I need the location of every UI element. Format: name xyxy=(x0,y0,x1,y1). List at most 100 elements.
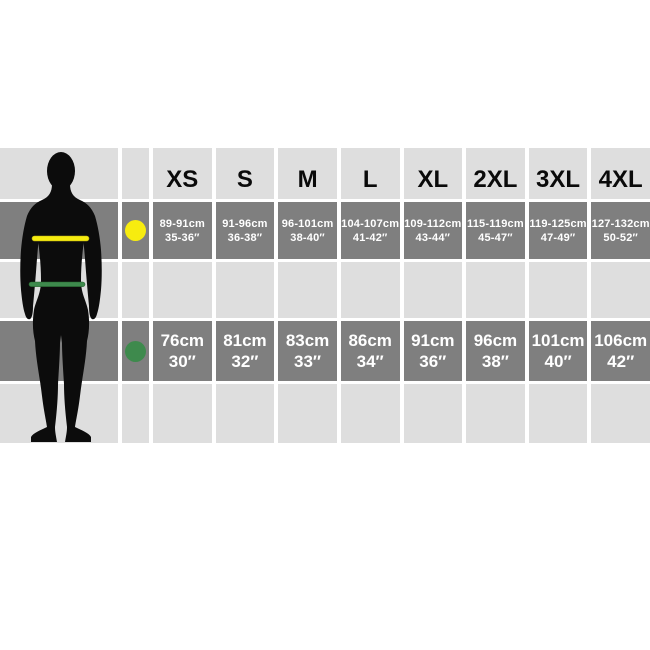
size-header-m: M xyxy=(278,148,337,199)
spacer-row xyxy=(0,262,650,318)
empty-cell xyxy=(466,262,525,318)
figure-background-band xyxy=(0,148,118,199)
cm-value: 91cm xyxy=(411,331,455,350)
in-value: 35-36″ xyxy=(165,231,200,244)
figure-background-band xyxy=(0,384,118,443)
size-header-xl: XL xyxy=(403,148,463,199)
size-label: XL xyxy=(417,166,449,193)
waist-cell-2xl: 96cm 38″ xyxy=(466,321,525,381)
figure-background-band xyxy=(0,321,118,381)
size-label: 3XL xyxy=(536,166,581,193)
size-header-l: L xyxy=(340,148,400,199)
empty-cell xyxy=(528,262,588,318)
in-value: 41-42″ xyxy=(352,231,388,244)
in-value: 45-47″ xyxy=(478,231,513,244)
waist-marker-cell xyxy=(122,321,149,381)
in-value: 34″ xyxy=(356,352,384,371)
figure-background-band xyxy=(0,262,118,318)
size-label: M xyxy=(297,166,318,193)
waist-cell-xl: 91cm 36″ xyxy=(403,321,463,381)
cm-value: 81cm xyxy=(223,331,267,350)
size-table: XS S M L XL 2XL 3XL 4XL 89-91cm 35-36″ 91-96cm 36-… xyxy=(0,148,650,443)
waist-cell-m: 83cm 33″ xyxy=(278,321,337,381)
empty-cell xyxy=(340,262,400,318)
in-value: 40″ xyxy=(544,352,572,371)
size-header-3xl: 3XL xyxy=(528,148,588,199)
measurement-value: 96-101cm 38-40″ xyxy=(282,217,334,245)
empty-cell xyxy=(215,384,275,443)
cm-value: 96-101cm xyxy=(281,217,334,230)
measurement-value: 119-125cm 47-49″ xyxy=(529,217,586,245)
header-row: XS S M L XL 2XL 3XL 4XL xyxy=(0,148,650,199)
empty-cell xyxy=(278,262,337,318)
measurement-value: 96cm 38″ xyxy=(474,330,517,372)
cm-value: 96cm xyxy=(473,331,518,350)
in-value: 38″ xyxy=(481,352,509,371)
chest-cell-4xl: 127-132cm 50-52″ xyxy=(591,202,650,259)
chest-cell-m: 96-101cm 38-40″ xyxy=(278,202,337,259)
cm-value: 83cm xyxy=(285,331,330,350)
chest-cell-s: 91-96cm 36-38″ xyxy=(215,202,275,259)
empty-cell xyxy=(591,262,650,318)
chest-cell-xl: 109-112cm 43-44″ xyxy=(403,202,463,259)
empty-cell xyxy=(466,384,525,443)
waist-cell-l: 86cm 34″ xyxy=(340,321,400,381)
cm-value: 91-96cm xyxy=(222,217,268,230)
measurement-value: 104-107cm 41-42″ xyxy=(341,217,399,245)
chest-cell-2xl: 115-119cm 45-47″ xyxy=(466,202,525,259)
cm-value: 115-119cm xyxy=(467,217,524,230)
marker-column-header-cell xyxy=(122,148,149,199)
cm-value: 106cm xyxy=(594,331,648,350)
cm-value: 89-91cm xyxy=(159,217,206,230)
empty-cell xyxy=(591,384,650,443)
in-value: 36″ xyxy=(419,352,447,371)
size-header-2xl: 2XL xyxy=(466,148,525,199)
measurement-value: 89-91cm 35-36″ xyxy=(160,217,205,245)
cm-value: 119-125cm xyxy=(529,217,587,230)
measurement-value: 76cm 30″ xyxy=(161,330,204,372)
cm-value: 101cm xyxy=(531,331,585,350)
empty-cell xyxy=(122,384,149,443)
waist-cell-4xl: 106cm 42″ xyxy=(591,321,650,381)
measurement-value: 106cm 42″ xyxy=(594,330,647,372)
cm-value: 109-112cm xyxy=(404,217,462,230)
chest-marker-dot xyxy=(125,220,146,241)
measurement-value: 83cm 33″ xyxy=(286,330,329,372)
size-label: 4XL xyxy=(598,166,643,193)
size-header-4xl: 4XL xyxy=(591,148,650,199)
cm-value: 104-107cm xyxy=(341,217,400,230)
chest-marker-cell xyxy=(122,202,149,259)
cm-value: 86cm xyxy=(348,331,392,350)
size-label: 2XL xyxy=(473,166,518,193)
measurement-value: 115-119cm 45-47″ xyxy=(467,217,524,245)
spacer-row xyxy=(0,384,650,443)
size-header-xs: XS xyxy=(153,148,212,199)
empty-cell xyxy=(278,384,337,443)
measurement-value: 91cm 36″ xyxy=(411,330,454,372)
cm-value: 76cm xyxy=(160,331,205,350)
chest-measurement-row: 89-91cm 35-36″ 91-96cm 36-38″ 96-101cm 38-40″… xyxy=(0,202,650,259)
empty-cell xyxy=(153,262,212,318)
in-value: 38-40″ xyxy=(290,231,325,244)
waist-cell-s: 81cm 32″ xyxy=(215,321,275,381)
measurement-value: 101cm 40″ xyxy=(532,330,585,372)
measurement-value: 81cm 32″ xyxy=(223,330,266,372)
size-label: XS xyxy=(166,166,199,193)
waist-cell-xs: 76cm 30″ xyxy=(153,321,212,381)
measurement-value: 86cm 34″ xyxy=(348,330,391,372)
chest-cell-3xl: 119-125cm 47-49″ xyxy=(528,202,588,259)
size-header-s: S xyxy=(215,148,275,199)
in-value: 30″ xyxy=(168,352,196,371)
empty-cell xyxy=(215,262,275,318)
figure-background-band xyxy=(0,202,118,259)
size-label: S xyxy=(236,166,253,193)
measurement-value: 109-112cm 43-44″ xyxy=(404,217,461,245)
in-value: 43-44″ xyxy=(415,231,451,244)
empty-cell xyxy=(122,262,149,318)
measurement-value: 127-132cm 50-52″ xyxy=(592,217,650,245)
waist-cell-3xl: 101cm 40″ xyxy=(528,321,588,381)
waist-marker-dot xyxy=(125,340,146,362)
in-value: 32″ xyxy=(231,352,259,371)
measurement-value: 91-96cm 36-38″ xyxy=(222,217,267,245)
